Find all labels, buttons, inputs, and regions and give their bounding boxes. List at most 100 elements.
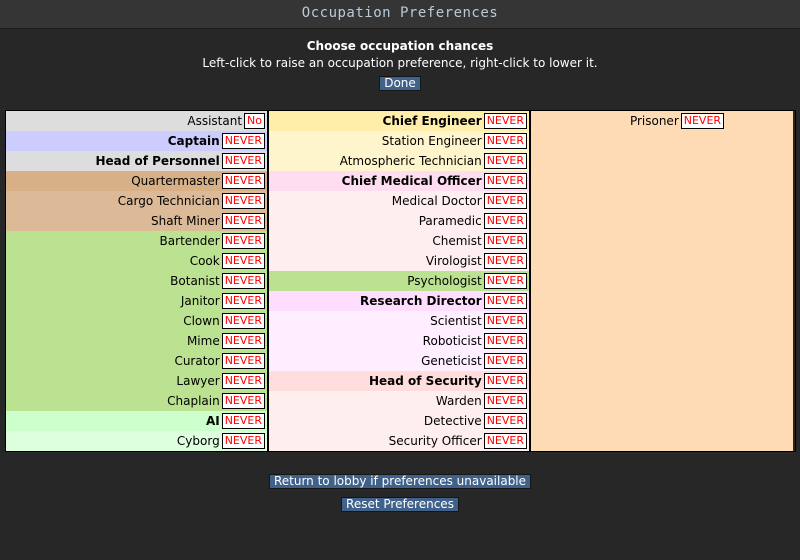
job-preference-button[interactable]: NEVER — [483, 113, 527, 129]
job-preference-button[interactable]: NEVER — [483, 313, 527, 329]
job-preference-button[interactable]: NEVER — [483, 133, 527, 149]
job-row[interactable]: Scientist NEVER — [269, 311, 529, 331]
job-name: Botanist — [170, 274, 220, 288]
done-button[interactable]: Done — [379, 76, 421, 91]
job-row[interactable]: Security Officer NEVER — [269, 431, 529, 451]
job-column-1: Assistant No Captain NEVER Head of Personnel… — [6, 111, 269, 451]
job-row[interactable]: Research Director NEVER — [269, 291, 529, 311]
job-row[interactable]: Medical Doctor NEVER — [269, 191, 529, 211]
job-preference-button[interactable]: NEVER — [680, 113, 725, 129]
job-preference-button[interactable]: NEVER — [221, 353, 265, 369]
job-name: Bartender — [159, 234, 220, 248]
job-row[interactable]: Chaplain NEVER — [6, 391, 267, 411]
job-preference-button[interactable]: NEVER — [221, 173, 265, 189]
job-name: Cook — [189, 254, 220, 268]
job-name: Detective — [423, 414, 482, 428]
reset-preferences-button[interactable]: Reset Preferences — [341, 497, 459, 512]
job-preference-button[interactable]: NEVER — [221, 133, 265, 149]
job-preference-button[interactable]: NEVER — [483, 213, 527, 229]
job-preference-button[interactable]: NEVER — [483, 193, 527, 209]
job-preference-button[interactable]: NEVER — [483, 433, 527, 449]
job-name: Curator — [174, 354, 220, 368]
job-name: Janitor — [180, 294, 220, 308]
job-preference-button[interactable]: NEVER — [221, 333, 265, 349]
job-name: Research Director — [360, 294, 482, 308]
job-preference-button[interactable]: NEVER — [483, 153, 527, 169]
job-preference-button[interactable]: NEVER — [483, 273, 527, 289]
job-preference-button[interactable]: NEVER — [483, 413, 527, 429]
job-preference-button[interactable]: NEVER — [483, 173, 527, 189]
job-row[interactable]: Curator NEVER — [6, 351, 267, 371]
job-row[interactable]: Quartermaster NEVER — [6, 171, 267, 191]
job-row[interactable]: Captain NEVER — [6, 131, 267, 151]
job-preference-button[interactable]: NEVER — [221, 313, 265, 329]
job-row[interactable]: Head of Security NEVER — [269, 371, 529, 391]
job-row[interactable]: Roboticist NEVER — [269, 331, 529, 351]
job-name: Chief Medical Officer — [341, 174, 482, 188]
job-preference-button[interactable]: NEVER — [483, 253, 527, 269]
return-to-lobby-button[interactable]: Return to lobby if preferences unavailab… — [268, 474, 532, 489]
job-row[interactable]: AI NEVER — [6, 411, 267, 431]
job-name: Roboticist — [422, 334, 482, 348]
job-row[interactable]: Mime NEVER — [6, 331, 267, 351]
job-preference-button[interactable]: NEVER — [221, 273, 265, 289]
job-row[interactable]: Station Engineer NEVER — [269, 131, 529, 151]
job-name: Medical Doctor — [391, 194, 482, 208]
job-name: Cyborg — [176, 434, 220, 448]
job-name: Chief Engineer — [382, 114, 482, 128]
job-preference-button[interactable]: NEVER — [483, 373, 527, 389]
job-row[interactable]: Cook NEVER — [6, 251, 267, 271]
job-row[interactable]: Psychologist NEVER — [269, 271, 529, 291]
job-name: Paramedic — [418, 214, 482, 228]
job-preference-button[interactable]: NEVER — [221, 433, 265, 449]
job-preference-button[interactable]: No — [244, 113, 265, 129]
job-row[interactable]: Atmospheric Technician NEVER — [269, 151, 529, 171]
job-row[interactable]: Cargo Technician NEVER — [6, 191, 267, 211]
job-preference-button[interactable]: NEVER — [221, 253, 265, 269]
job-row[interactable]: Prisoner NEVER — [531, 111, 793, 131]
job-name: Cargo Technician — [117, 194, 220, 208]
job-preference-button[interactable]: NEVER — [221, 413, 265, 429]
job-row[interactable]: Cyborg NEVER — [6, 431, 267, 451]
job-row[interactable]: Detective NEVER — [269, 411, 529, 431]
job-preference-button[interactable]: NEVER — [483, 293, 527, 309]
job-row[interactable]: Botanist NEVER — [6, 271, 267, 291]
job-preference-button[interactable]: NEVER — [483, 233, 527, 249]
job-name: Geneticist — [421, 354, 482, 368]
job-row[interactable]: Paramedic NEVER — [269, 211, 529, 231]
job-name: Security Officer — [388, 434, 482, 448]
job-name: Chaplain — [167, 394, 220, 408]
job-row[interactable]: Head of Personnel NEVER — [6, 151, 267, 171]
job-preference-button[interactable]: NEVER — [483, 353, 527, 369]
job-preference-button[interactable]: NEVER — [221, 373, 265, 389]
job-name: Station Engineer — [381, 134, 482, 148]
job-preference-button[interactable]: NEVER — [221, 393, 265, 409]
job-preference-button[interactable]: NEVER — [483, 393, 527, 409]
job-preference-button[interactable]: NEVER — [221, 193, 265, 209]
job-preference-button[interactable]: NEVER — [221, 153, 265, 169]
job-preference-button[interactable]: NEVER — [221, 233, 265, 249]
job-preference-button[interactable]: NEVER — [221, 293, 265, 309]
job-name: Assistant — [187, 114, 243, 128]
job-name: Prisoner — [629, 114, 679, 128]
job-row[interactable]: Clown NEVER — [6, 311, 267, 331]
job-row[interactable]: Lawyer NEVER — [6, 371, 267, 391]
job-name: Mime — [186, 334, 220, 348]
job-preference-button[interactable]: NEVER — [483, 333, 527, 349]
job-name: Lawyer — [176, 374, 220, 388]
job-name: Chemist — [432, 234, 482, 248]
job-row[interactable]: Janitor NEVER — [6, 291, 267, 311]
job-row[interactable]: Shaft Miner NEVER — [6, 211, 267, 231]
job-preference-button[interactable]: NEVER — [221, 213, 265, 229]
job-row[interactable]: Assistant No — [6, 111, 267, 131]
job-name: Head of Security — [368, 374, 482, 388]
job-row[interactable]: Virologist NEVER — [269, 251, 529, 271]
job-row[interactable]: Bartender NEVER — [6, 231, 267, 251]
job-row[interactable]: Warden NEVER — [269, 391, 529, 411]
job-name: Atmospheric Technician — [339, 154, 482, 168]
job-row[interactable]: Chief Engineer NEVER — [269, 111, 529, 131]
job-row[interactable]: Geneticist NEVER — [269, 351, 529, 371]
instructions-text: Left-click to raise an occupation prefer… — [202, 56, 598, 70]
job-row[interactable]: Chief Medical Officer NEVER — [269, 171, 529, 191]
job-row[interactable]: Chemist NEVER — [269, 231, 529, 251]
